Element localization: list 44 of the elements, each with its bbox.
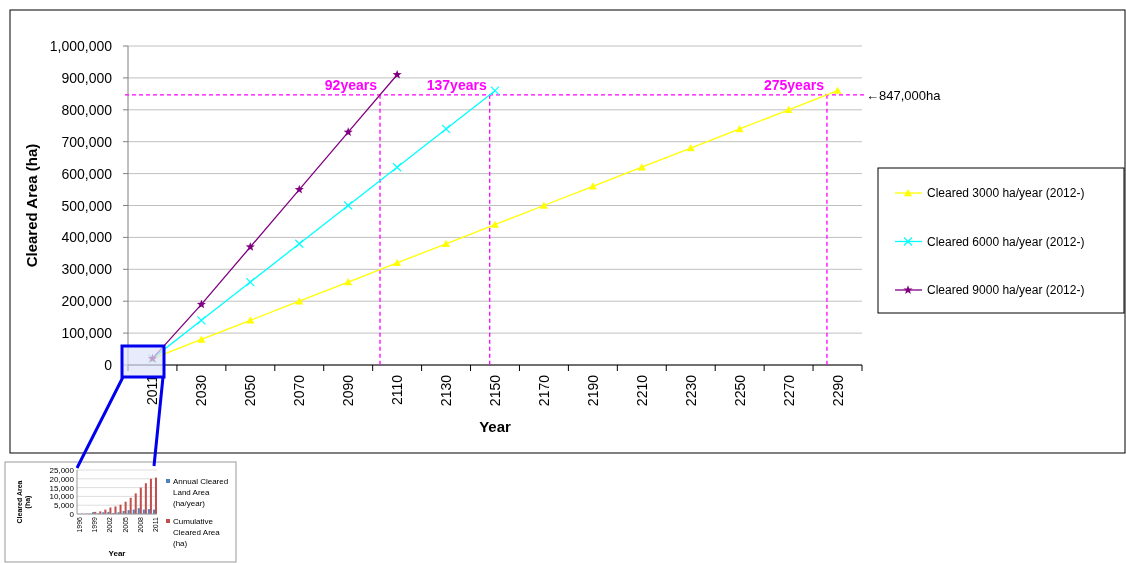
y-tick-label: 15,000 [49,483,75,493]
x-tick-label: 2230 [682,374,699,407]
x-tick-label: 2110 [389,374,406,406]
y-tick-label: 100,000 [61,325,113,342]
y-tick-label: 300,000 [61,261,113,278]
legend-label: Annual Cleared Land Area (ha/year) [173,477,229,508]
annotation: 137years [426,76,487,93]
x-axis-title: Year [108,549,126,558]
annotation: 92years [324,76,378,93]
x-tick-label: 2030 [193,374,210,407]
y-tick-label: 0 [104,357,113,373]
y-tick-label: 25,000 [49,466,75,475]
legend-label: Cumulative Cleared Area (ha) [173,517,221,548]
x-tick-label: 2270 [780,374,797,407]
x-tick-label: 2150 [487,374,503,407]
legend-label: Cleared 6000 ha/year (2012-) [927,234,1085,249]
y-tick-label: 10,000 [49,492,75,502]
y-tick-label: 0 [69,510,75,519]
x-tick-label: 2250 [731,374,748,407]
y-tick-label: 700,000 [61,133,113,150]
y-tick-label: 20,000 [49,474,75,484]
x-tick-label: 2290 [829,374,846,407]
y-tick-label: 800,000 [61,101,113,118]
x-tick-label: 2190 [584,374,601,407]
y-tick-label: 400,000 [61,229,113,246]
annotation: 275years [763,76,825,93]
y-tick-label: 1,000,000 [49,38,113,54]
x-axis-title: Year [479,418,512,435]
x-tick-label: 2050 [242,374,259,407]
y-tick-label: 200,000 [61,293,113,310]
x-tick-label: 2011 [144,374,161,406]
y-tick-label: 5,000 [53,501,75,511]
x-tick-label: 2070 [291,374,308,407]
x-tick-label: 2130 [438,374,455,407]
x-tick-label: 2090 [340,374,357,407]
y-tick-label: 500,000 [61,197,113,214]
y-tick-label: 900,000 [61,69,113,86]
x-tick-label: 2170 [535,374,552,407]
y-tick-label: 600,000 [61,165,113,182]
legend-label: Cleared 9000 ha/year (2012-) [927,283,1085,297]
x-tick-label: 2210 [633,374,650,407]
y-axis-title: Cleared Area (ha) [23,143,40,268]
legend-label: Cleared 3000 ha/year (2012-) [927,186,1085,200]
ref-line-label: ←847,000ha [866,87,942,103]
